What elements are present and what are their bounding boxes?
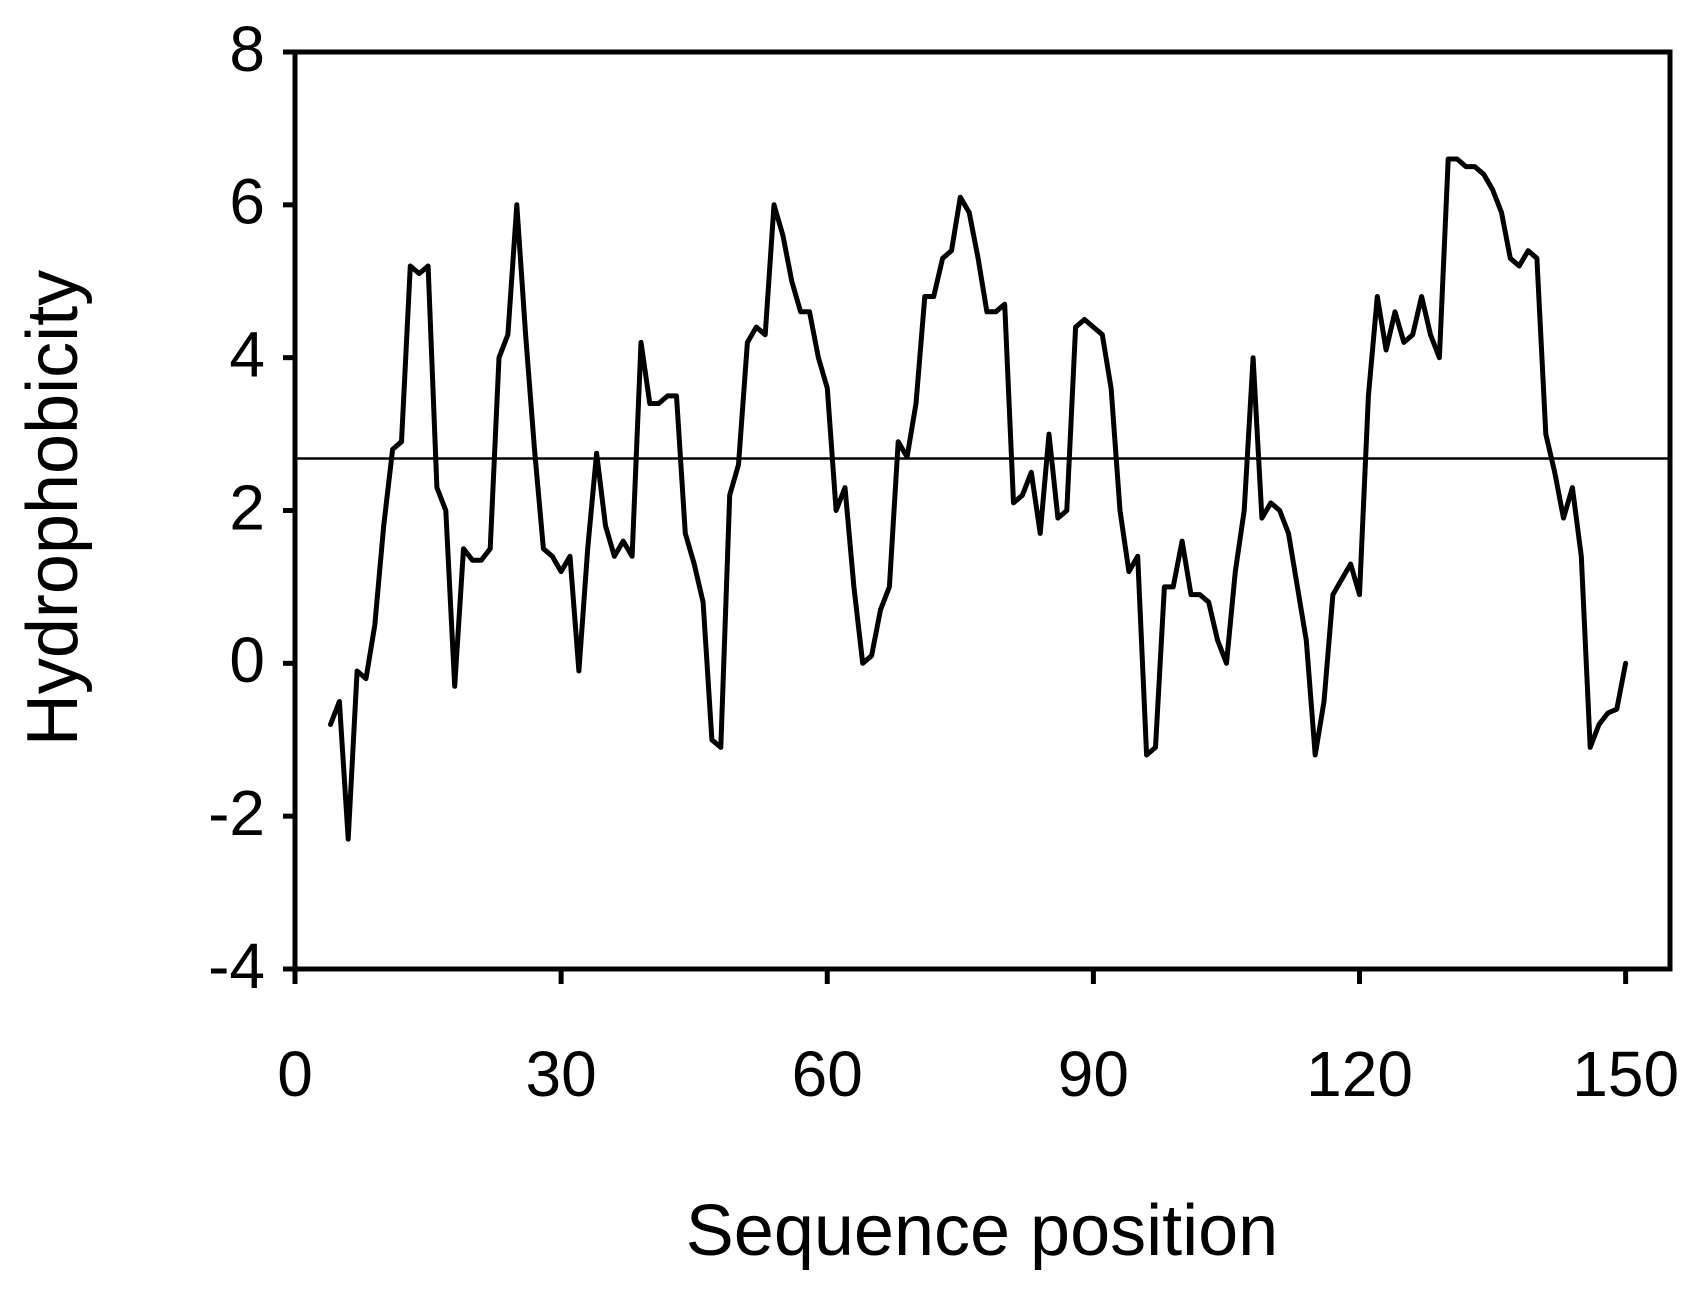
- y-tick-label: -2: [208, 777, 265, 849]
- x-axis-label: Sequence position: [686, 1191, 1278, 1271]
- x-tick-label: 150: [1572, 1038, 1679, 1110]
- y-axis-label: Hydrophobicity: [13, 270, 93, 746]
- y-tick-label: 6: [229, 166, 265, 238]
- x-tick-label: 30: [526, 1038, 597, 1110]
- data-line: [328, 156, 1629, 842]
- x-tick-label: 0: [277, 1038, 313, 1110]
- x-tick-label: 120: [1306, 1038, 1413, 1110]
- y-tick-label: 0: [229, 624, 265, 696]
- y-tick-label: 2: [229, 471, 265, 543]
- x-tick-label: 60: [792, 1038, 863, 1110]
- plot-frame: [292, 49, 1673, 972]
- y-tick-label: 4: [229, 319, 265, 391]
- y-tick-label: 8: [229, 13, 265, 85]
- y-tick-label: -4: [208, 930, 265, 1002]
- x-tick-label: 90: [1058, 1038, 1129, 1110]
